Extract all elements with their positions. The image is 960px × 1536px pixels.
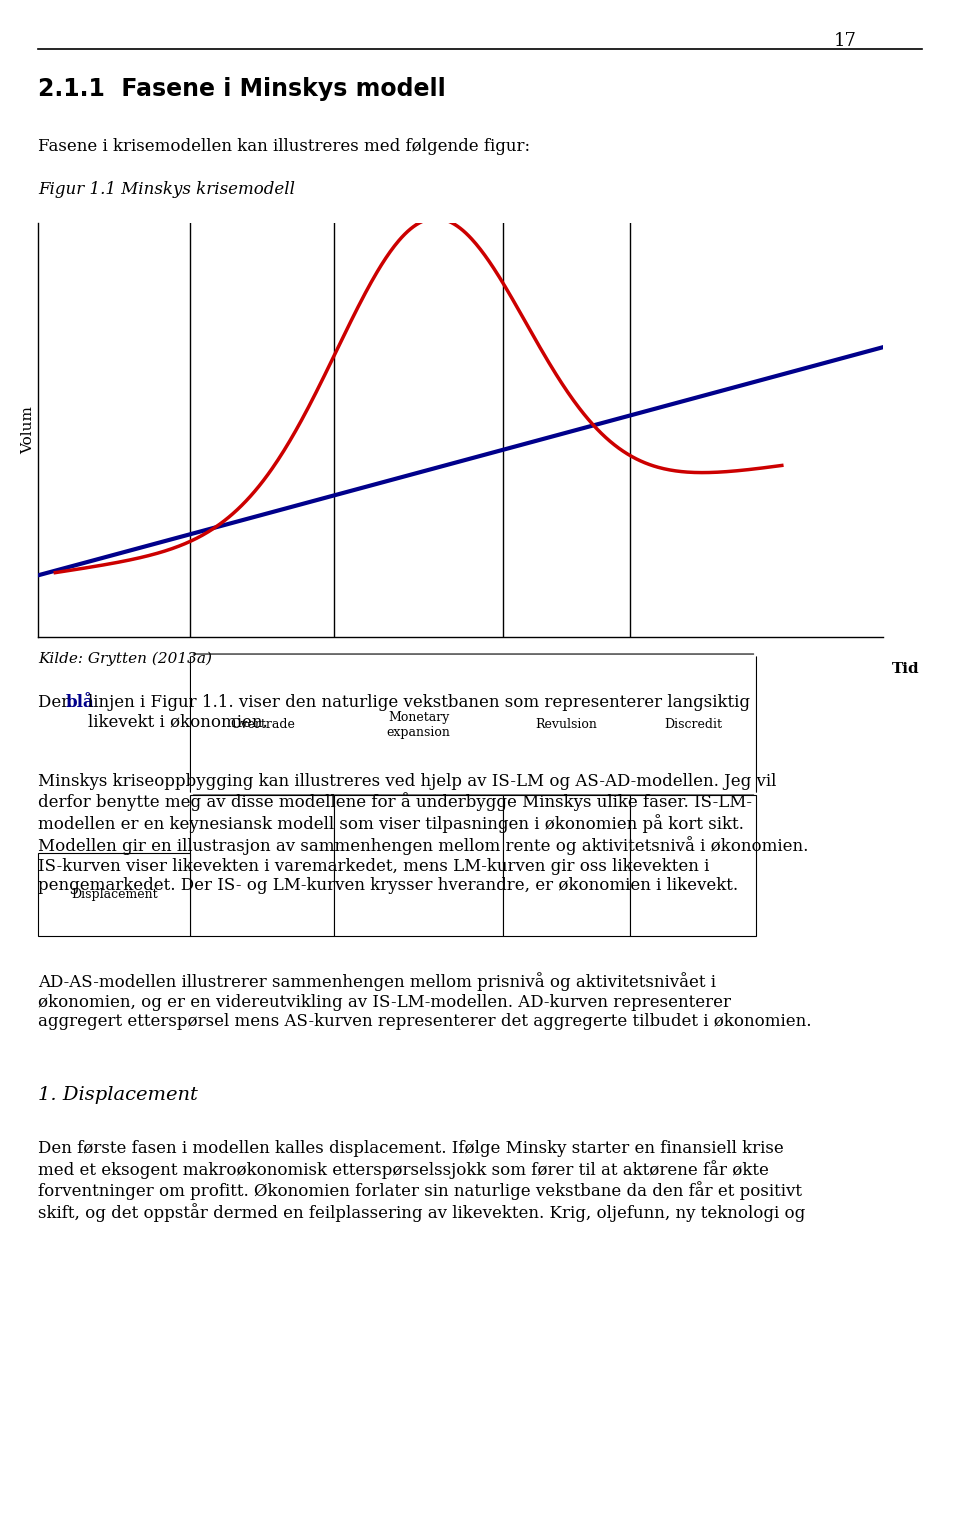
Text: 17: 17 xyxy=(833,32,856,51)
Text: Kilde: Grytten (2013a): Kilde: Grytten (2013a) xyxy=(38,651,212,665)
Text: Displacement: Displacement xyxy=(71,888,157,902)
Text: Fasene i krisemodellen kan illustreres med følgende figur:: Fasene i krisemodellen kan illustreres m… xyxy=(38,138,531,155)
Text: Minskys kriseoppbygging kan illustreres ved hjelp av IS-LM og AS-AD-modellen. Je: Minskys kriseoppbygging kan illustreres … xyxy=(38,773,808,894)
Text: 1. Displacement: 1. Displacement xyxy=(38,1086,199,1104)
FancyBboxPatch shape xyxy=(190,796,334,935)
Text: Figur 1.1 Minskys krisemodell: Figur 1.1 Minskys krisemodell xyxy=(38,181,296,198)
Text: Discredit: Discredit xyxy=(664,717,722,731)
FancyBboxPatch shape xyxy=(630,796,756,935)
Text: Overtrade: Overtrade xyxy=(229,717,295,731)
Text: blå: blå xyxy=(65,694,94,711)
Y-axis label: Volum: Volum xyxy=(22,406,36,455)
FancyBboxPatch shape xyxy=(334,796,503,935)
Text: linjen i Figur 1.1. viser den naturlige vekstbanen som representerer langsiktig
: linjen i Figur 1.1. viser den naturlige … xyxy=(88,694,751,731)
FancyBboxPatch shape xyxy=(503,796,630,935)
FancyBboxPatch shape xyxy=(38,852,190,935)
Text: Tid: Tid xyxy=(892,662,920,676)
Text: AD-AS-modellen illustrerer sammenhengen mellom prisnivå og aktivitetsnivået i
øk: AD-AS-modellen illustrerer sammenhengen … xyxy=(38,972,812,1031)
Text: 2.1.1  Fasene i Minskys modell: 2.1.1 Fasene i Minskys modell xyxy=(38,77,446,101)
Text: Den første fasen i modellen kalles displacement. Ifølge Minsky starter en finans: Den første fasen i modellen kalles displ… xyxy=(38,1140,805,1223)
Text: Monetary
expansion: Monetary expansion xyxy=(387,711,450,739)
Text: Den: Den xyxy=(38,694,78,711)
Text: Revulsion: Revulsion xyxy=(536,717,597,731)
